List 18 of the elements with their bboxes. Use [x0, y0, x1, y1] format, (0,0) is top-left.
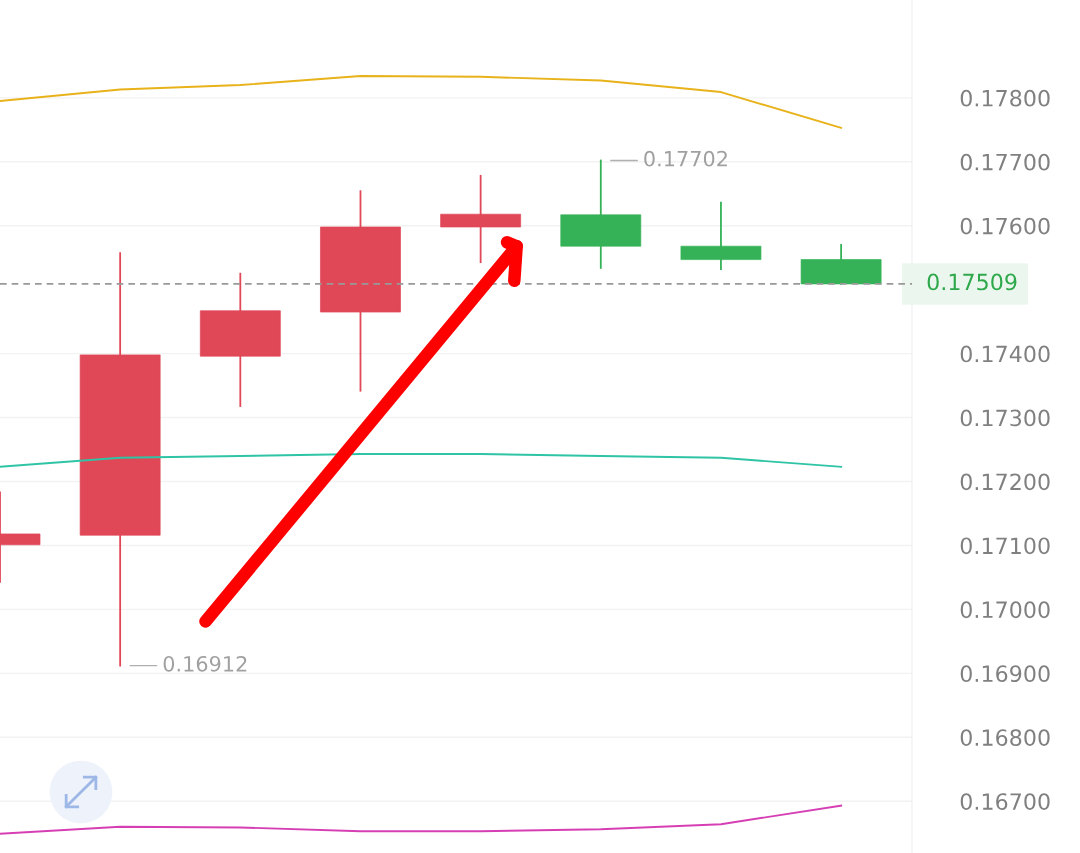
y-tick-label: 0.17100 [960, 537, 1050, 555]
line-series [0, 804, 843, 835]
ref-line-label: 0.17509 [927, 273, 1017, 291]
y-tick-label: 0.17200 [960, 473, 1050, 491]
y-tick-label: 0.16800 [960, 729, 1050, 747]
y-tick-label: 0.16700 [960, 793, 1050, 810]
y-tick-label: 0.17600 [960, 217, 1050, 235]
y-tick-label: 0.17700 [960, 153, 1050, 171]
y-tick-label: 0.16900 [960, 665, 1050, 683]
y-tick-label: 0.17000 [960, 601, 1050, 619]
candlestick [440, 174, 521, 264]
line-series [0, 453, 843, 468]
y-tick-label: 0.17800 [960, 89, 1050, 107]
annotation: 0.16912 [163, 655, 247, 672]
line-series [0, 75, 843, 129]
annotation: 0.17702 [644, 150, 727, 167]
y-tick-label: 0.17300 [960, 409, 1050, 427]
y-tick-label: 0.17400 [960, 345, 1050, 363]
